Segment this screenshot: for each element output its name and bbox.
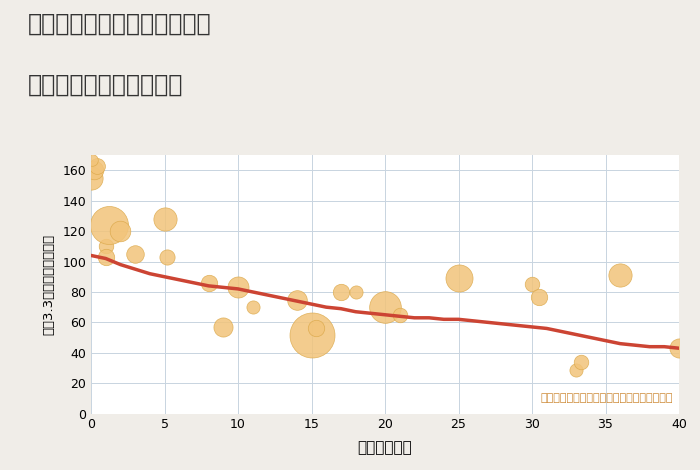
Point (379, 304, 391, 311)
X-axis label: 築年数（年）: 築年数（年） (358, 440, 412, 455)
Point (232, 283, 244, 291)
Point (350, 288, 361, 296)
Point (85, 174, 97, 182)
Point (615, 272, 626, 279)
Point (575, 358, 586, 366)
Point (453, 274, 464, 282)
Point (100, 243, 111, 250)
Point (526, 281, 538, 288)
Y-axis label: 坪（3.3㎡）単価（万円）: 坪（3.3㎡）単価（万円） (42, 234, 55, 335)
Point (203, 279, 214, 287)
Point (162, 253, 173, 261)
Text: 築年数別中古戸建て価格: 築年数別中古戸建て価格 (28, 73, 183, 97)
Point (115, 227, 126, 235)
Point (306, 331, 317, 338)
Point (291, 296, 302, 303)
Point (87, 156, 98, 164)
Point (673, 345, 685, 352)
Point (534, 293, 545, 300)
Point (335, 288, 346, 296)
Point (247, 304, 258, 311)
Text: 円の大きさは、取引のあった物件面積を示す: 円の大きさは、取引のあった物件面積を示す (540, 393, 673, 403)
Point (570, 366, 582, 373)
Point (218, 323, 229, 331)
Text: 兵庫県神戸市須磨区高尾台の: 兵庫県神戸市須磨区高尾台の (28, 12, 211, 36)
Point (130, 250, 141, 258)
Point (88, 166, 99, 174)
Point (100, 253, 111, 261)
Point (394, 311, 405, 319)
Point (159, 215, 170, 223)
Point (103, 221, 114, 229)
Point (310, 325, 321, 332)
Point (91, 162, 102, 170)
